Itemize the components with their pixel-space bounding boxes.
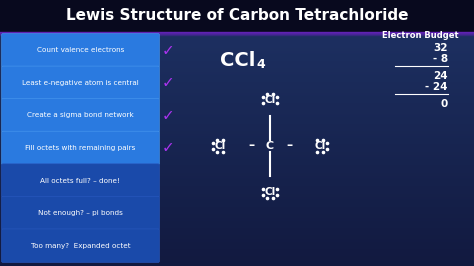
FancyBboxPatch shape (1, 99, 159, 132)
Text: C: C (266, 141, 274, 151)
Text: –: – (248, 139, 254, 152)
FancyBboxPatch shape (0, 0, 474, 32)
Text: 24: 24 (433, 71, 448, 81)
FancyBboxPatch shape (1, 229, 159, 263)
Text: - 8: - 8 (433, 54, 448, 64)
Text: ✓: ✓ (162, 43, 174, 58)
Text: Too many?  Expanded octet: Too many? Expanded octet (31, 243, 130, 249)
FancyBboxPatch shape (1, 131, 159, 165)
Text: - 24: - 24 (426, 82, 448, 92)
Text: Lewis Structure of Carbon Tetrachloride: Lewis Structure of Carbon Tetrachloride (66, 9, 408, 23)
Text: Create a sigma bond network: Create a sigma bond network (27, 113, 134, 118)
FancyBboxPatch shape (1, 66, 159, 100)
Text: ✓: ✓ (162, 75, 174, 90)
Text: Electron Budget: Electron Budget (382, 31, 458, 40)
Text: 32: 32 (434, 43, 448, 53)
Text: 4: 4 (256, 59, 265, 72)
FancyBboxPatch shape (1, 196, 159, 230)
Text: ✓: ✓ (162, 108, 174, 123)
Text: –: – (286, 139, 292, 152)
Text: Not enough? – pi bonds: Not enough? – pi bonds (38, 210, 123, 216)
FancyBboxPatch shape (1, 164, 159, 197)
FancyBboxPatch shape (1, 34, 159, 67)
Text: ✓: ✓ (162, 140, 174, 156)
Text: Fill octets with remaining pairs: Fill octets with remaining pairs (25, 145, 136, 151)
Text: Cl: Cl (314, 141, 326, 151)
Text: CCl: CCl (220, 52, 255, 70)
Text: Cl: Cl (264, 95, 275, 105)
Text: 0: 0 (441, 99, 448, 109)
Text: Cl: Cl (264, 187, 275, 197)
Text: Cl: Cl (214, 141, 226, 151)
Text: All octets full? – done!: All octets full? – done! (40, 178, 120, 184)
Text: Count valence electrons: Count valence electrons (37, 47, 124, 53)
Text: Least e-negative atom is central: Least e-negative atom is central (22, 80, 139, 86)
